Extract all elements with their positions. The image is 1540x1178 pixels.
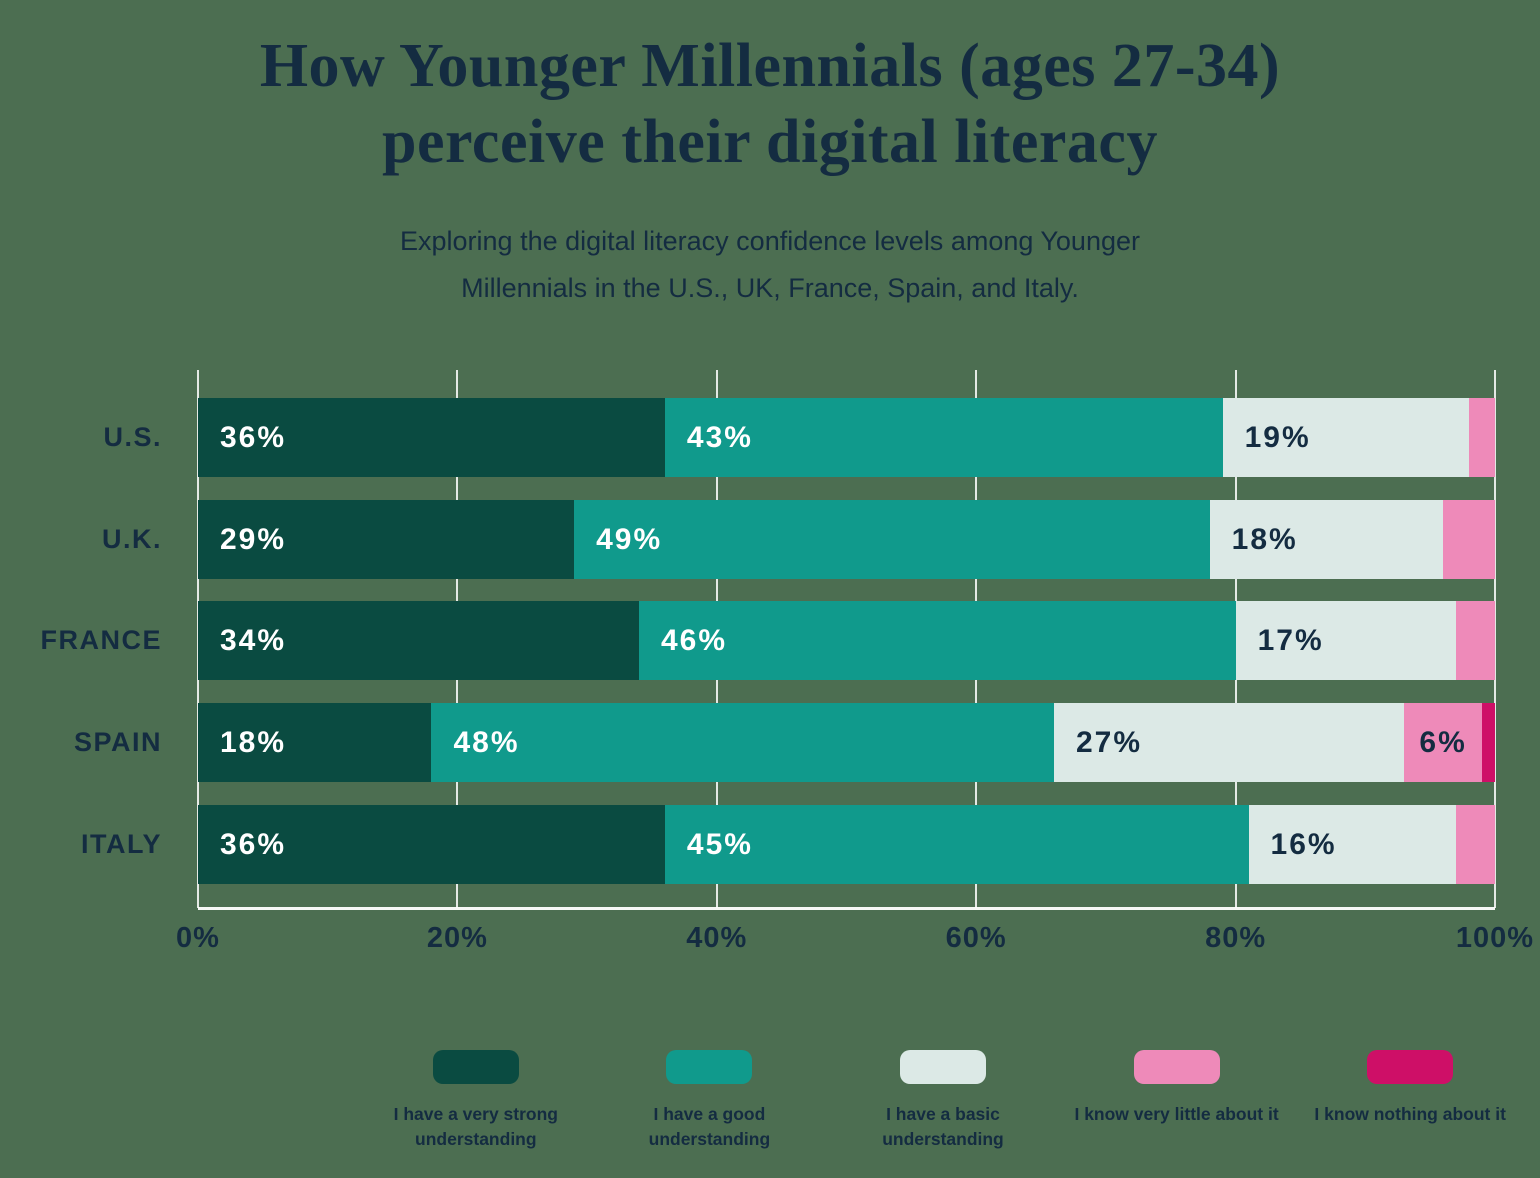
bar-segment <box>1469 398 1495 477</box>
bar-value-label: 49% <box>596 522 663 556</box>
plot-area: U.S. 36% 43% 19% U.K. 29% 49% 18% FRANCE 34% 46% 17… <box>41 370 1533 954</box>
legend-item: I know very little about it <box>1060 1050 1294 1153</box>
chart-title-line1: How Younger Millennials (ages 27-34) <box>259 32 1281 100</box>
legend-label: I know very little about it <box>1074 1104 1279 1124</box>
bar-value-label: 36% <box>220 420 287 454</box>
bar-segment: 27% <box>1054 703 1405 782</box>
bar-value-label: 6% <box>1419 725 1467 759</box>
bar-segment: 34% <box>198 601 639 680</box>
chart-subtitle-line1: Exploring the digital literacy confidenc… <box>400 226 1140 256</box>
bar-segment: 43% <box>664 398 1223 477</box>
bar-segment: 6% <box>1404 703 1482 782</box>
category-label: SPAIN <box>73 727 162 757</box>
bar-row-us: U.S. 36% 43% 19% <box>103 398 1495 477</box>
x-axis-tick-label: 80% <box>1205 922 1267 954</box>
bar-segment <box>1443 500 1495 579</box>
bar-segment: 49% <box>574 500 1210 579</box>
legend-label: I have a good understanding <box>648 1104 771 1150</box>
bar-value-label: 48% <box>453 725 520 759</box>
chart-subtitle: Exploring the digital literacy confidenc… <box>0 218 1540 312</box>
legend-label: I have a very strong understanding <box>393 1104 558 1150</box>
bar-value-label: 34% <box>220 623 287 657</box>
bar-value-label: 36% <box>220 827 287 861</box>
chart-subtitle-line2: Millennials in the U.S., UK, France, Spa… <box>461 273 1079 303</box>
bar-value-label: 46% <box>660 623 728 657</box>
bar-segment: 36% <box>198 805 665 884</box>
bar-value-label: 43% <box>686 420 753 454</box>
bar-segment: 18% <box>1209 500 1444 579</box>
bar-row-uk: U.K. 29% 49% 18% <box>102 500 1495 579</box>
legend-swatch <box>1367 1050 1454 1084</box>
bar-segment: 17% <box>1235 601 1457 680</box>
bar-segment: 16% <box>1248 805 1457 884</box>
legend-swatch <box>432 1050 519 1084</box>
bar-segment <box>1482 703 1495 782</box>
bar-value-label: 18% <box>1231 522 1298 556</box>
bar-segment: 46% <box>638 601 1236 680</box>
category-label: FRANCE <box>40 625 162 655</box>
category-label: U.K. <box>102 524 162 554</box>
x-axis-tick-label: 40% <box>686 922 748 954</box>
bar-row-italy: ITALY 36% 45% 16% <box>81 805 1495 884</box>
bar-value-label: 27% <box>1076 725 1143 759</box>
bar-segment: 29% <box>198 500 575 579</box>
legend-swatch <box>666 1050 753 1084</box>
x-axis-tick-label: 100% <box>1455 922 1535 954</box>
bar-value-label: 19% <box>1244 420 1311 454</box>
bar-row-spain: SPAIN 18% 48% 27% 6% <box>74 703 1495 782</box>
category-label: U.S. <box>103 422 162 452</box>
legend-swatch <box>1133 1050 1220 1084</box>
bar-value-label: 29% <box>220 522 287 556</box>
x-axis-tick-label: 60% <box>945 922 1007 954</box>
bar-segment <box>1456 805 1495 884</box>
gridline-100% <box>1494 370 1496 908</box>
legend-swatch <box>899 1050 986 1084</box>
legend-label: I know nothing about it <box>1314 1104 1506 1124</box>
bar-value-label: 16% <box>1270 827 1337 861</box>
bar-value-label: 18% <box>220 725 287 759</box>
bar-segment: 45% <box>664 805 1249 884</box>
bar-segment <box>1456 601 1495 680</box>
category-label: ITALY <box>80 829 162 859</box>
chart-title-line2: perceive their digital literacy <box>382 108 1158 176</box>
legend-item: I have a basic understanding <box>826 1050 1060 1153</box>
bar-segment: 48% <box>431 703 1054 782</box>
x-axis-tick-label: 20% <box>426 922 488 954</box>
legend-item: I know nothing about it <box>1293 1050 1527 1153</box>
legend-label: I have a basic understanding <box>882 1104 1004 1150</box>
bar-segment: 19% <box>1222 398 1470 477</box>
legend-item: I have a very strong understanding <box>359 1050 593 1153</box>
bar-segment: 18% <box>198 703 432 782</box>
legend-item: I have a good understanding <box>593 1050 827 1153</box>
chart-title: How Younger Millennials (ages 27-34) per… <box>0 28 1540 180</box>
x-axis-tick-label: 0% <box>176 922 220 954</box>
bar-value-label: 45% <box>686 827 753 861</box>
bar-value-label: 17% <box>1257 623 1324 657</box>
legend: I have a very strong understanding I have… <box>359 1050 1527 1153</box>
bar-segment: 36% <box>198 398 665 477</box>
x-axis-baseline <box>198 907 1495 910</box>
bar-row-france: FRANCE 34% 46% 17% <box>41 601 1495 680</box>
